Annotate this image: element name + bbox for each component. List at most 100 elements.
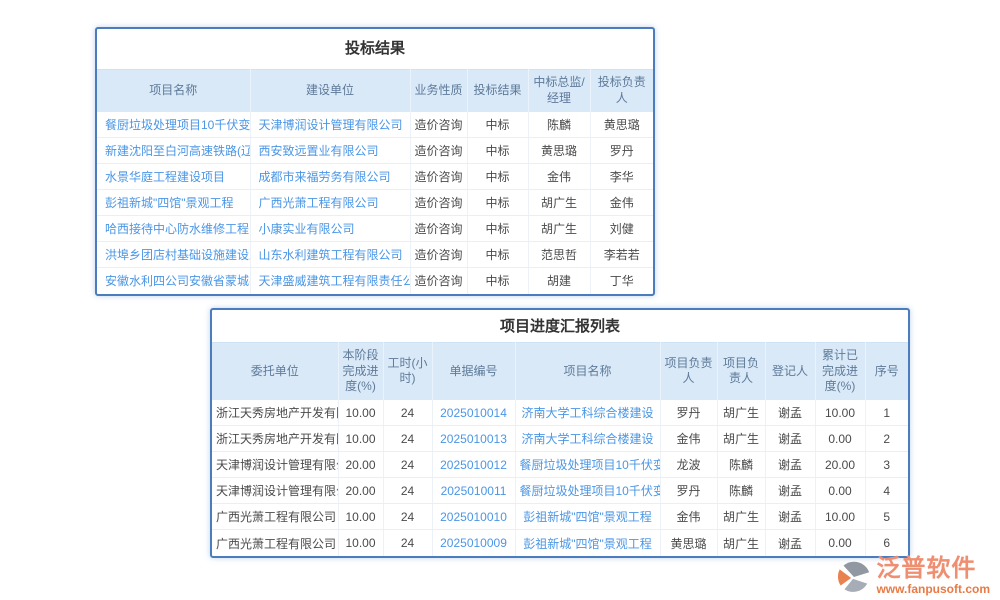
project-name-link[interactable]: 济南大学工科综合楼建设 [521,432,654,447]
registrar-cell: 谢孟 [765,529,816,556]
client-unit-cell: 浙江天秀房地产开发有限... [212,425,339,453]
col-header-registrar: 登记人 [765,341,816,400]
business-nature-cell: 造价咨询 [410,137,468,164]
registrar-cell: 谢孟 [765,425,816,453]
project-name-link[interactable]: 新建沈阳至白河高速铁路(辽宁段... [105,144,250,158]
stage-progress-cell: 20.00 [338,477,384,505]
serial-no-cell: 1 [865,399,908,427]
business-nature-cell: 造价咨询 [410,189,468,216]
business-nature-cell: 造价咨询 [410,215,468,242]
bid-result-cell: 中标 [467,215,529,242]
doc-number-link[interactable]: 2025010013 [440,431,507,446]
table-row: 广西光萧工程有限公司 10.00 24 2025010009 彭祖新城"四馆"景… [212,529,908,556]
col-header-stage-progress: 本阶段完成进度(%) [338,341,384,400]
project-leader1-cell: 罗丹 [660,399,718,427]
project-leader1-cell: 罗丹 [660,477,718,505]
col-header-client-unit: 委托单位 [212,341,339,400]
table-row: 哈西接待中心防水维修工程 小康实业有限公司 造价咨询 中标 胡广生 刘健 [97,215,653,242]
project-name-link[interactable]: 彭祖新城"四馆"景观工程 [105,196,234,210]
col-header-project-name: 项目名称 [515,341,661,400]
serial-no-cell: 2 [865,425,908,453]
registrar-cell: 谢孟 [765,399,816,427]
table-row: 洪埠乡团店村基础设施建设工程 山东水利建筑工程有限公司 造价咨询 中标 范思哲 … [97,241,653,268]
project-name-link[interactable]: 济南大学工科综合楼建设 [521,406,654,421]
doc-number-link[interactable]: 2025010014 [440,405,507,420]
col-header-construction-unit: 建设单位 [250,69,411,112]
doc-number-link[interactable]: 2025010010 [440,509,507,524]
project-leader1-cell: 黄思璐 [660,529,718,556]
work-hours-cell: 24 [383,399,433,427]
project-leader2-cell: 胡广生 [717,503,766,531]
total-progress-cell: 20.00 [815,451,866,479]
project-name-link[interactable]: 哈西接待中心防水维修工程 [105,222,250,236]
construction-unit-link[interactable]: 广西光萧工程有限公司 [258,196,379,210]
total-progress-cell: 0.00 [815,425,866,453]
col-header-work-hours: 工时(小时) [383,341,433,400]
doc-number-link[interactable]: 2025010011 [440,483,507,498]
winning-director-cell: 陈麟 [528,111,591,138]
construction-unit-link[interactable]: 天津博润设计管理有限公司 [258,117,403,132]
winning-director-cell: 胡建 [528,267,591,294]
project-name-link[interactable]: 餐厨垃圾处理项目10千伏变电... [519,458,660,473]
bid-result-cell: 中标 [467,163,529,190]
table-row: 天津博润设计管理有限公司 20.00 24 2025010011 餐厨垃圾处理项… [212,477,908,505]
bid-leader-cell: 李华 [590,163,653,190]
project-leader1-cell: 金伟 [660,425,718,453]
business-nature-cell: 造价咨询 [410,241,468,268]
bid-result-cell: 中标 [467,241,529,268]
col-header-project-leader-2: 项目负责人 [717,341,766,400]
construction-unit-link[interactable]: 西安致远置业有限公司 [258,144,379,158]
project-leader1-cell: 金伟 [660,503,718,531]
doc-number-link[interactable]: 2025010012 [440,457,507,472]
project-name-link[interactable]: 洪埠乡团店村基础设施建设工程 [105,248,250,262]
brand-watermark: 泛普软件 www.fanpusoft.com [834,557,990,596]
construction-unit-link[interactable]: 小康实业有限公司 [258,222,355,236]
stage-progress-cell: 20.00 [338,451,384,479]
project-name-link[interactable]: 彭祖新城"四馆"景观工程 [523,536,652,551]
construction-unit-link[interactable]: 山东水利建筑工程有限公司 [258,248,403,262]
table-row: 浙江天秀房地产开发有限... 10.00 24 2025010013 济南大学工… [212,425,908,453]
serial-no-cell: 6 [883,536,891,551]
bid-leader-cell: 罗丹 [590,137,653,164]
winning-director-cell: 范思哲 [528,241,591,268]
project-leader2-cell: 胡广生 [717,399,766,427]
bid-leader-cell: 金伟 [590,189,653,216]
business-nature-cell: 造价咨询 [410,163,468,190]
total-progress-cell: 10.00 [815,399,866,427]
project-name-link[interactable]: 餐厨垃圾处理项目10千伏变电站... [105,117,250,132]
bid-results-panel: 投标结果 项目名称 建设单位 业务性质 投标结果 中标总监/经理 投标负责人 餐… [95,27,655,296]
progress-report-title: 项目进度汇报列表 [499,318,620,335]
registrar-cell: 谢孟 [765,477,816,505]
bid-leader-cell: 刘健 [590,215,653,242]
serial-no-cell: 3 [865,451,908,479]
col-header-project-name: 项目名称 [97,69,251,112]
stage-progress-cell: 10.00 [338,529,384,556]
construction-unit-link[interactable]: 成都市来福劳务有限公司 [258,170,391,184]
client-unit-cell: 天津博润设计管理有限公司 [212,477,339,505]
winning-director-cell: 胡广生 [528,189,591,216]
bid-results-title: 投标结果 [344,40,405,57]
total-progress-cell: 10.00 [815,503,866,531]
work-hours-cell: 24 [383,451,433,479]
serial-no-cell: 4 [865,477,908,505]
doc-number-link[interactable]: 2025010009 [440,536,507,551]
fanpu-logo-icon [838,561,870,592]
total-progress-cell: 0.00 [815,477,866,505]
client-unit-cell: 广西光萧工程有限公司 [212,529,339,556]
table-row: 天津博润设计管理有限公司 20.00 24 2025010012 餐厨垃圾处理项… [212,451,908,479]
project-name-link[interactable]: 水景华庭工程建设项目 [105,170,226,184]
client-unit-cell: 浙江天秀房地产开发有限... [212,399,339,427]
total-progress-cell: 0.00 [815,529,866,556]
col-header-project-leader-1: 项目负责人 [660,341,718,400]
construction-unit-link[interactable]: 天津盛威建筑工程有限责任公司 [258,274,410,289]
table-row: 广西光萧工程有限公司 10.00 24 2025010010 彭祖新城"四馆"景… [212,503,908,531]
project-name-link[interactable]: 安徽水利四公司安徽省蒙城县水... [105,274,250,289]
work-hours-cell: 24 [383,425,433,453]
bid-results-table: 项目名称 建设单位 业务性质 投标结果 中标总监/经理 投标负责人 餐厨垃圾处理… [97,69,653,294]
table-row: 彭祖新城"四馆"景观工程 广西光萧工程有限公司 造价咨询 中标 胡广生 金伟 [97,189,653,216]
project-name-link[interactable]: 餐厨垃圾处理项目10千伏变电... [519,484,660,499]
project-leader2-cell: 胡广生 [717,425,766,453]
business-nature-cell: 造价咨询 [410,267,468,294]
project-name-link[interactable]: 彭祖新城"四馆"景观工程 [523,510,652,525]
table-row: 餐厨垃圾处理项目10千伏变电站... 天津博润设计管理有限公司 造价咨询 中标 … [97,111,653,138]
